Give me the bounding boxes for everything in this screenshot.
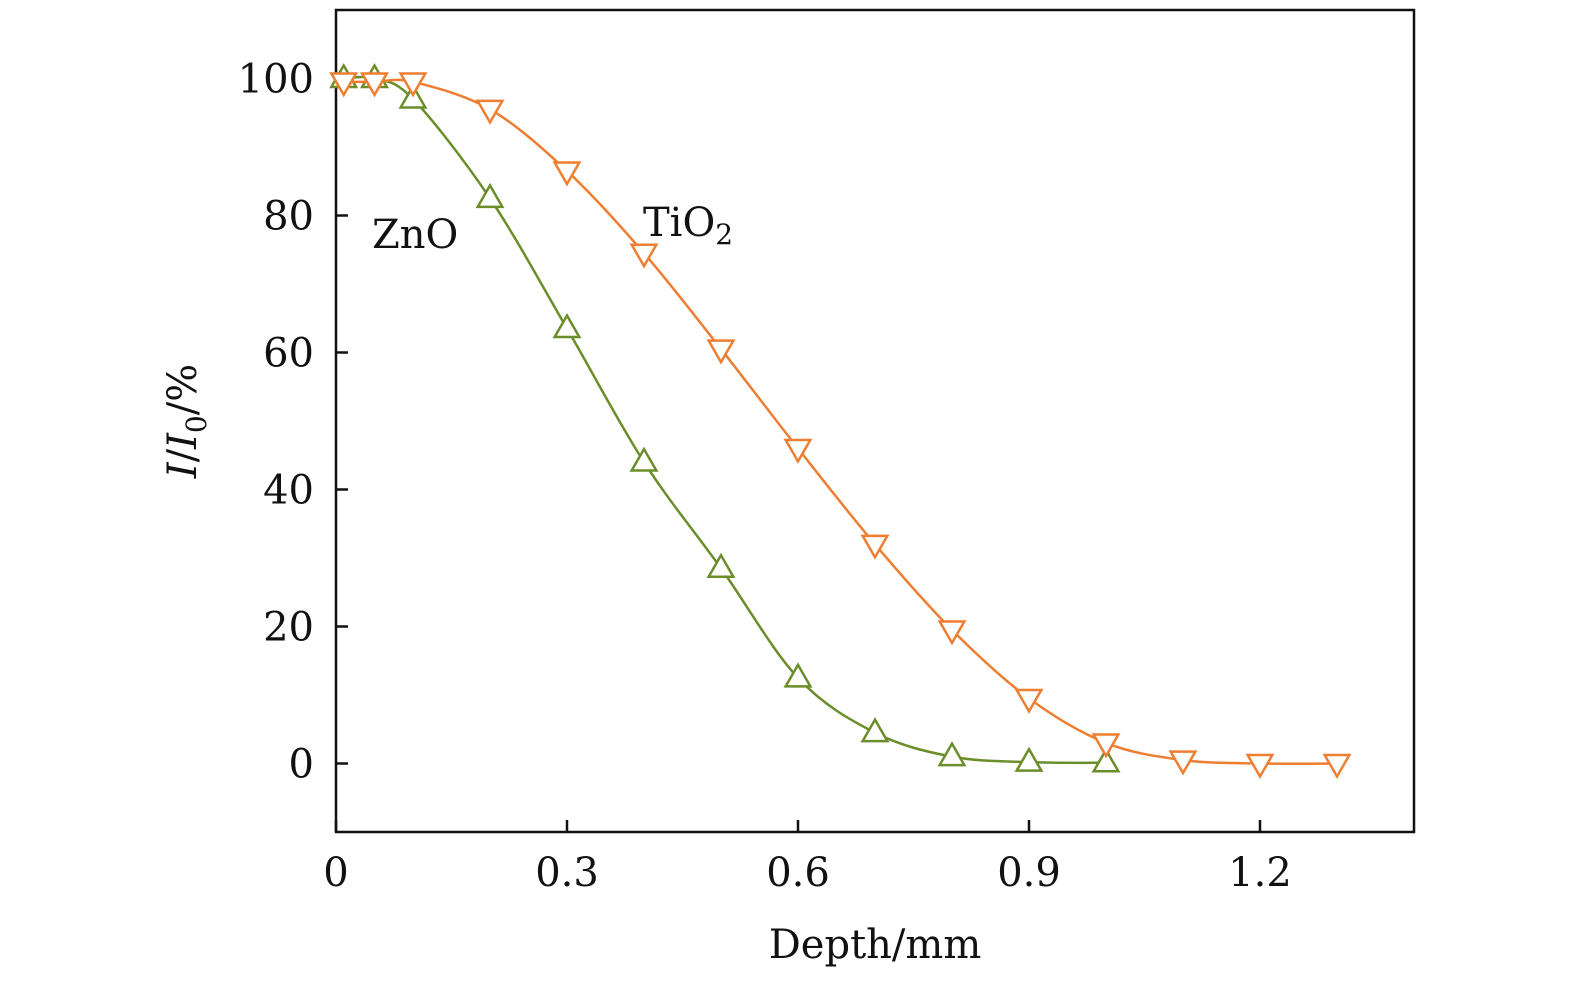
data-point-tio2 <box>937 620 967 646</box>
y-axis-title-i0: I <box>160 432 206 450</box>
data-point-tio2 <box>475 99 505 125</box>
data-point-tio2 <box>1322 753 1352 780</box>
series-label-tio2-sub: 2 <box>715 218 733 251</box>
x-tick-label: 0.9 <box>997 850 1061 896</box>
data-point-tio2 <box>706 339 736 365</box>
y-tick-label: 40 <box>263 468 314 514</box>
series-line-zno <box>343 75 1107 765</box>
data-point-zno <box>552 313 582 339</box>
data-point-zno <box>475 182 505 209</box>
series-line-tio2 <box>343 78 1338 766</box>
x-tick-label: 1.2 <box>1228 850 1292 896</box>
y-tick-label: 80 <box>263 194 314 240</box>
data-point-zno <box>1091 747 1121 773</box>
data-point-tio2 <box>398 72 428 98</box>
data-point-tio2 <box>1014 688 1044 714</box>
y-axis-title-i0-sub: 0 <box>180 415 213 433</box>
data-point-tio2 <box>552 161 582 187</box>
y-tick-label: 60 <box>263 331 314 377</box>
y-axis-title-i: I <box>160 461 206 479</box>
data-point-tio2 <box>783 438 813 464</box>
data-point-zno <box>860 717 890 743</box>
series-layer <box>329 62 1352 780</box>
y-axis-title-slash1: / <box>160 448 206 462</box>
data-point-tio2 <box>359 72 390 98</box>
y-axis-ticks: 0 20 40 60 80 100 <box>238 57 348 788</box>
x-axis-title: Depth/mm <box>769 922 982 968</box>
data-point-zno <box>1014 746 1044 772</box>
data-point-zno <box>706 552 736 578</box>
x-tick-label: 0 <box>323 850 348 896</box>
data-point-tio2 <box>860 534 890 560</box>
data-point-zno <box>937 741 967 767</box>
data-point-tio2 <box>329 72 359 98</box>
y-axis-title: I/I0/% <box>160 364 213 479</box>
data-point-tio2 <box>1168 750 1198 776</box>
data-point-tio2 <box>1245 753 1275 780</box>
y-axis-title-slash2: / <box>160 401 206 415</box>
x-axis-ticks: 0 0.3 0.6 0.9 1.2 <box>323 820 1292 896</box>
x-tick-label: 0.6 <box>766 850 830 896</box>
data-point-zno <box>629 446 659 472</box>
series-zno <box>329 62 1121 773</box>
data-point-tio2 <box>629 243 659 269</box>
y-tick-label: 100 <box>238 57 314 103</box>
series-tio2 <box>329 72 1352 780</box>
plot-frame <box>334 8 1416 834</box>
y-tick-label: 20 <box>263 605 314 651</box>
series-label-tio2-base: TiO <box>643 200 715 246</box>
x-tick-label: 0.3 <box>535 850 599 896</box>
data-point-zno <box>783 662 813 688</box>
y-axis-title-unit: % <box>160 364 206 402</box>
data-point-tio2 <box>1091 733 1121 759</box>
series-label-zno: ZnO <box>372 212 458 258</box>
y-tick-label: 0 <box>289 742 314 788</box>
series-label-tio2: TiO2 <box>643 200 733 251</box>
